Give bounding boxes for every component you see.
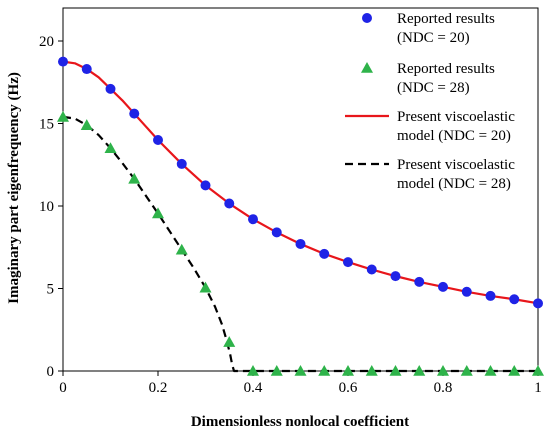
legend-item-2: Reported results (NDC = 28) <box>361 61 495 96</box>
data-point <box>460 365 473 376</box>
x-tick-label: 0 <box>59 380 67 396</box>
x-tick-label: 0.2 <box>149 380 168 396</box>
data-point <box>248 214 258 225</box>
data-point <box>342 365 354 376</box>
data-point <box>532 365 544 376</box>
data-point <box>224 198 235 209</box>
legend-marker-swatch <box>362 13 372 23</box>
x-tick-label: 1 <box>534 380 542 396</box>
y-tick-label: 20 <box>39 34 54 50</box>
data-point <box>58 56 68 67</box>
data-point <box>176 158 187 169</box>
data-point <box>343 257 353 268</box>
series-2 <box>57 110 544 376</box>
legend-item-4: Present viscoelastic model (NDC = 28) <box>345 157 515 192</box>
data-point <box>414 276 425 287</box>
data-point <box>199 281 212 293</box>
legend-label: Reported results <box>397 11 495 27</box>
data-point <box>485 290 496 301</box>
data-point <box>270 365 283 376</box>
data-point <box>508 365 521 376</box>
series-4 <box>62 115 538 373</box>
data-point <box>200 180 211 191</box>
data-point <box>271 227 282 238</box>
data-point <box>152 207 164 219</box>
data-point <box>319 248 330 259</box>
legend-item-1: Reported results (NDC = 20) <box>362 11 495 46</box>
series-line <box>62 115 538 373</box>
data-point <box>105 83 116 94</box>
x-axis-title: Dimensionless nonlocal coefficient <box>191 414 409 430</box>
x-tick-label: 0.6 <box>339 380 358 396</box>
data-point <box>318 365 331 376</box>
legend-label: Reported results <box>397 61 495 77</box>
y-tick-label: 0 <box>47 364 55 380</box>
data-point <box>509 294 520 305</box>
data-point <box>484 365 497 376</box>
legend-label: (NDC = 28) <box>397 80 470 96</box>
data-point <box>57 110 69 122</box>
data-point <box>80 119 93 130</box>
legend-item-3: Present viscoelastic model (NDC = 20) <box>345 109 515 144</box>
data-point <box>365 365 378 376</box>
x-tick-label: 0.4 <box>244 380 263 396</box>
legend: Reported results(NDC = 20)Reported resul… <box>345 11 515 192</box>
legend-label: Present viscoelastic <box>397 109 515 125</box>
data-point <box>389 365 402 376</box>
data-point <box>175 243 188 255</box>
data-point <box>533 298 543 309</box>
data-point <box>223 336 236 347</box>
legend-marker-swatch <box>361 62 373 73</box>
y-tick-label: 10 <box>39 199 54 215</box>
series-1 <box>58 56 543 309</box>
data-point <box>438 281 448 292</box>
data-point <box>461 286 472 297</box>
y-tick-label: 5 <box>47 282 55 298</box>
legend-label: (NDC = 20) <box>397 30 470 46</box>
data-point <box>413 365 426 376</box>
data-point <box>366 264 377 275</box>
y-tick-label: 15 <box>39 117 54 133</box>
data-point <box>247 365 259 376</box>
legend-label: model (NDC = 20) <box>397 128 511 144</box>
legend-label: model (NDC = 28) <box>397 176 511 192</box>
data-point <box>129 108 140 119</box>
data-point <box>390 271 401 282</box>
data-point <box>294 365 307 376</box>
x-tick-label: 0.8 <box>434 380 453 396</box>
data-point <box>295 238 306 249</box>
data-point <box>153 135 163 145</box>
y-axis-title: Imaginary part eigenfrequency (Hz) <box>6 72 22 304</box>
legend-label: Present viscoelastic <box>397 157 515 173</box>
data-point <box>81 64 92 75</box>
data-point <box>104 142 117 154</box>
series-layer <box>57 56 544 376</box>
data-point <box>437 365 449 376</box>
data-point <box>128 172 141 184</box>
